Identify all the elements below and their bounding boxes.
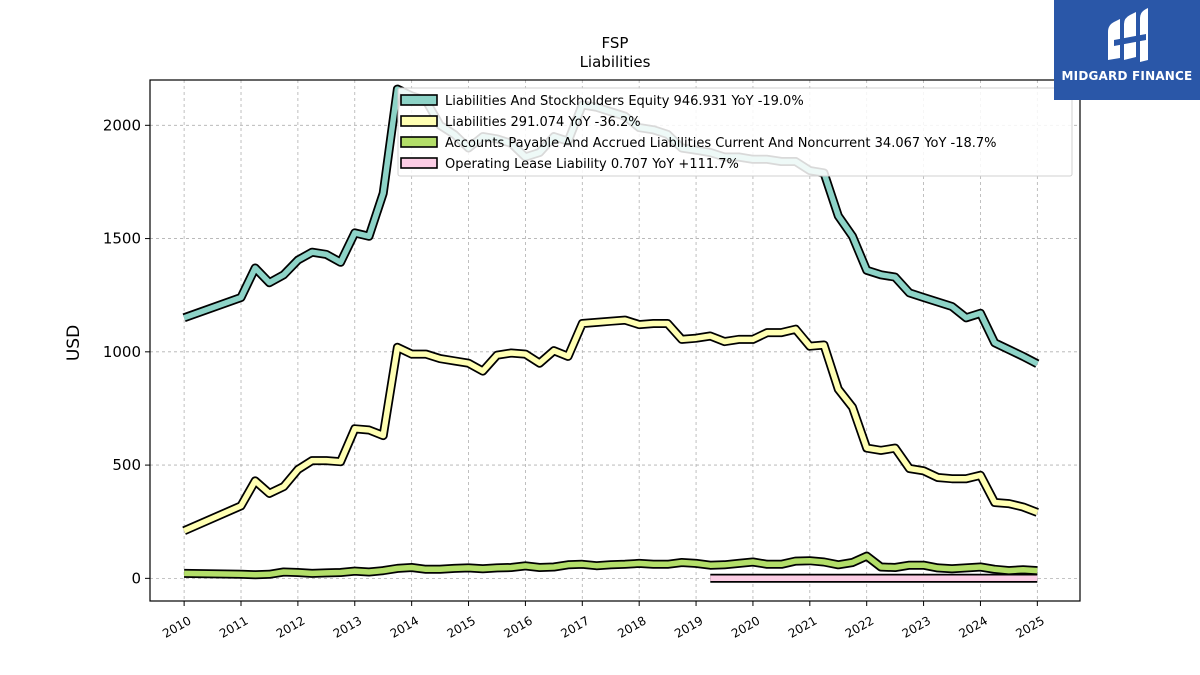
x-tick-label: 2025 [1013, 613, 1046, 640]
legend-swatch [400, 94, 438, 106]
x-tick-label: 2017 [558, 613, 591, 640]
x-tick-label: 2013 [331, 613, 364, 640]
series-layer [182, 84, 1040, 583]
series-line [182, 317, 1039, 534]
x-tick-label: 2016 [501, 613, 534, 640]
legend-label: Liabilities And Stockholders Equity 946.… [445, 94, 804, 109]
x-tick-label: 2015 [445, 613, 478, 640]
x-tick-label: 2024 [957, 613, 990, 640]
y-ticks: 0 500 1000 1500 2000 [103, 116, 150, 587]
x-tick-label: 2022 [843, 613, 876, 640]
x-tick-label: 2019 [672, 613, 705, 640]
x-tick-label: 2010 [160, 613, 193, 640]
y-axis-label: USD [64, 325, 84, 361]
x-tick-label: 2020 [729, 613, 762, 640]
y-tick-label: 1000 [103, 343, 141, 361]
chart-subtitle: Liabilities [580, 53, 651, 71]
plot-frame [149, 79, 1081, 602]
legend-label: Operating Lease Liability 0.707 YoY +111… [445, 157, 739, 172]
x-tick-label: 2012 [274, 613, 307, 640]
series-2 [184, 551, 1038, 580]
series-1 [182, 315, 1039, 535]
legend: Liabilities And Stockholders Equity 946.… [397, 87, 1073, 177]
chart-title: FSP [602, 34, 629, 52]
x-ticks: 2010 2011 2012 2013 2014 2015 2016 2017 2018 2019… [160, 601, 1047, 641]
legend-label: Liabilities 291.074 YoY -36.2% [445, 115, 641, 130]
legend-swatch [400, 115, 438, 127]
y-tick-label: 500 [112, 456, 141, 474]
legend-box [397, 87, 1073, 177]
brand-mark-icon [1108, 8, 1148, 62]
x-tick-label: 2018 [615, 613, 648, 640]
brand-logo: MIDGARD FINANCE [1054, 0, 1200, 100]
legend-swatch [400, 136, 438, 148]
x-tick-label: 2021 [786, 613, 819, 640]
series-line [184, 553, 1038, 578]
y-tick-label: 1500 [103, 230, 141, 248]
x-tick-label: 2014 [388, 613, 421, 640]
y-tick-label: 0 [131, 569, 141, 587]
y-tick-label: 2000 [103, 116, 141, 134]
legend-swatch [400, 157, 438, 169]
brand-name: MIDGARD FINANCE [1061, 69, 1193, 83]
legend-label: Accounts Payable And Accrued Liabilities… [445, 136, 997, 151]
x-tick-label: 2011 [217, 613, 250, 640]
x-tick-label: 2023 [900, 613, 933, 640]
